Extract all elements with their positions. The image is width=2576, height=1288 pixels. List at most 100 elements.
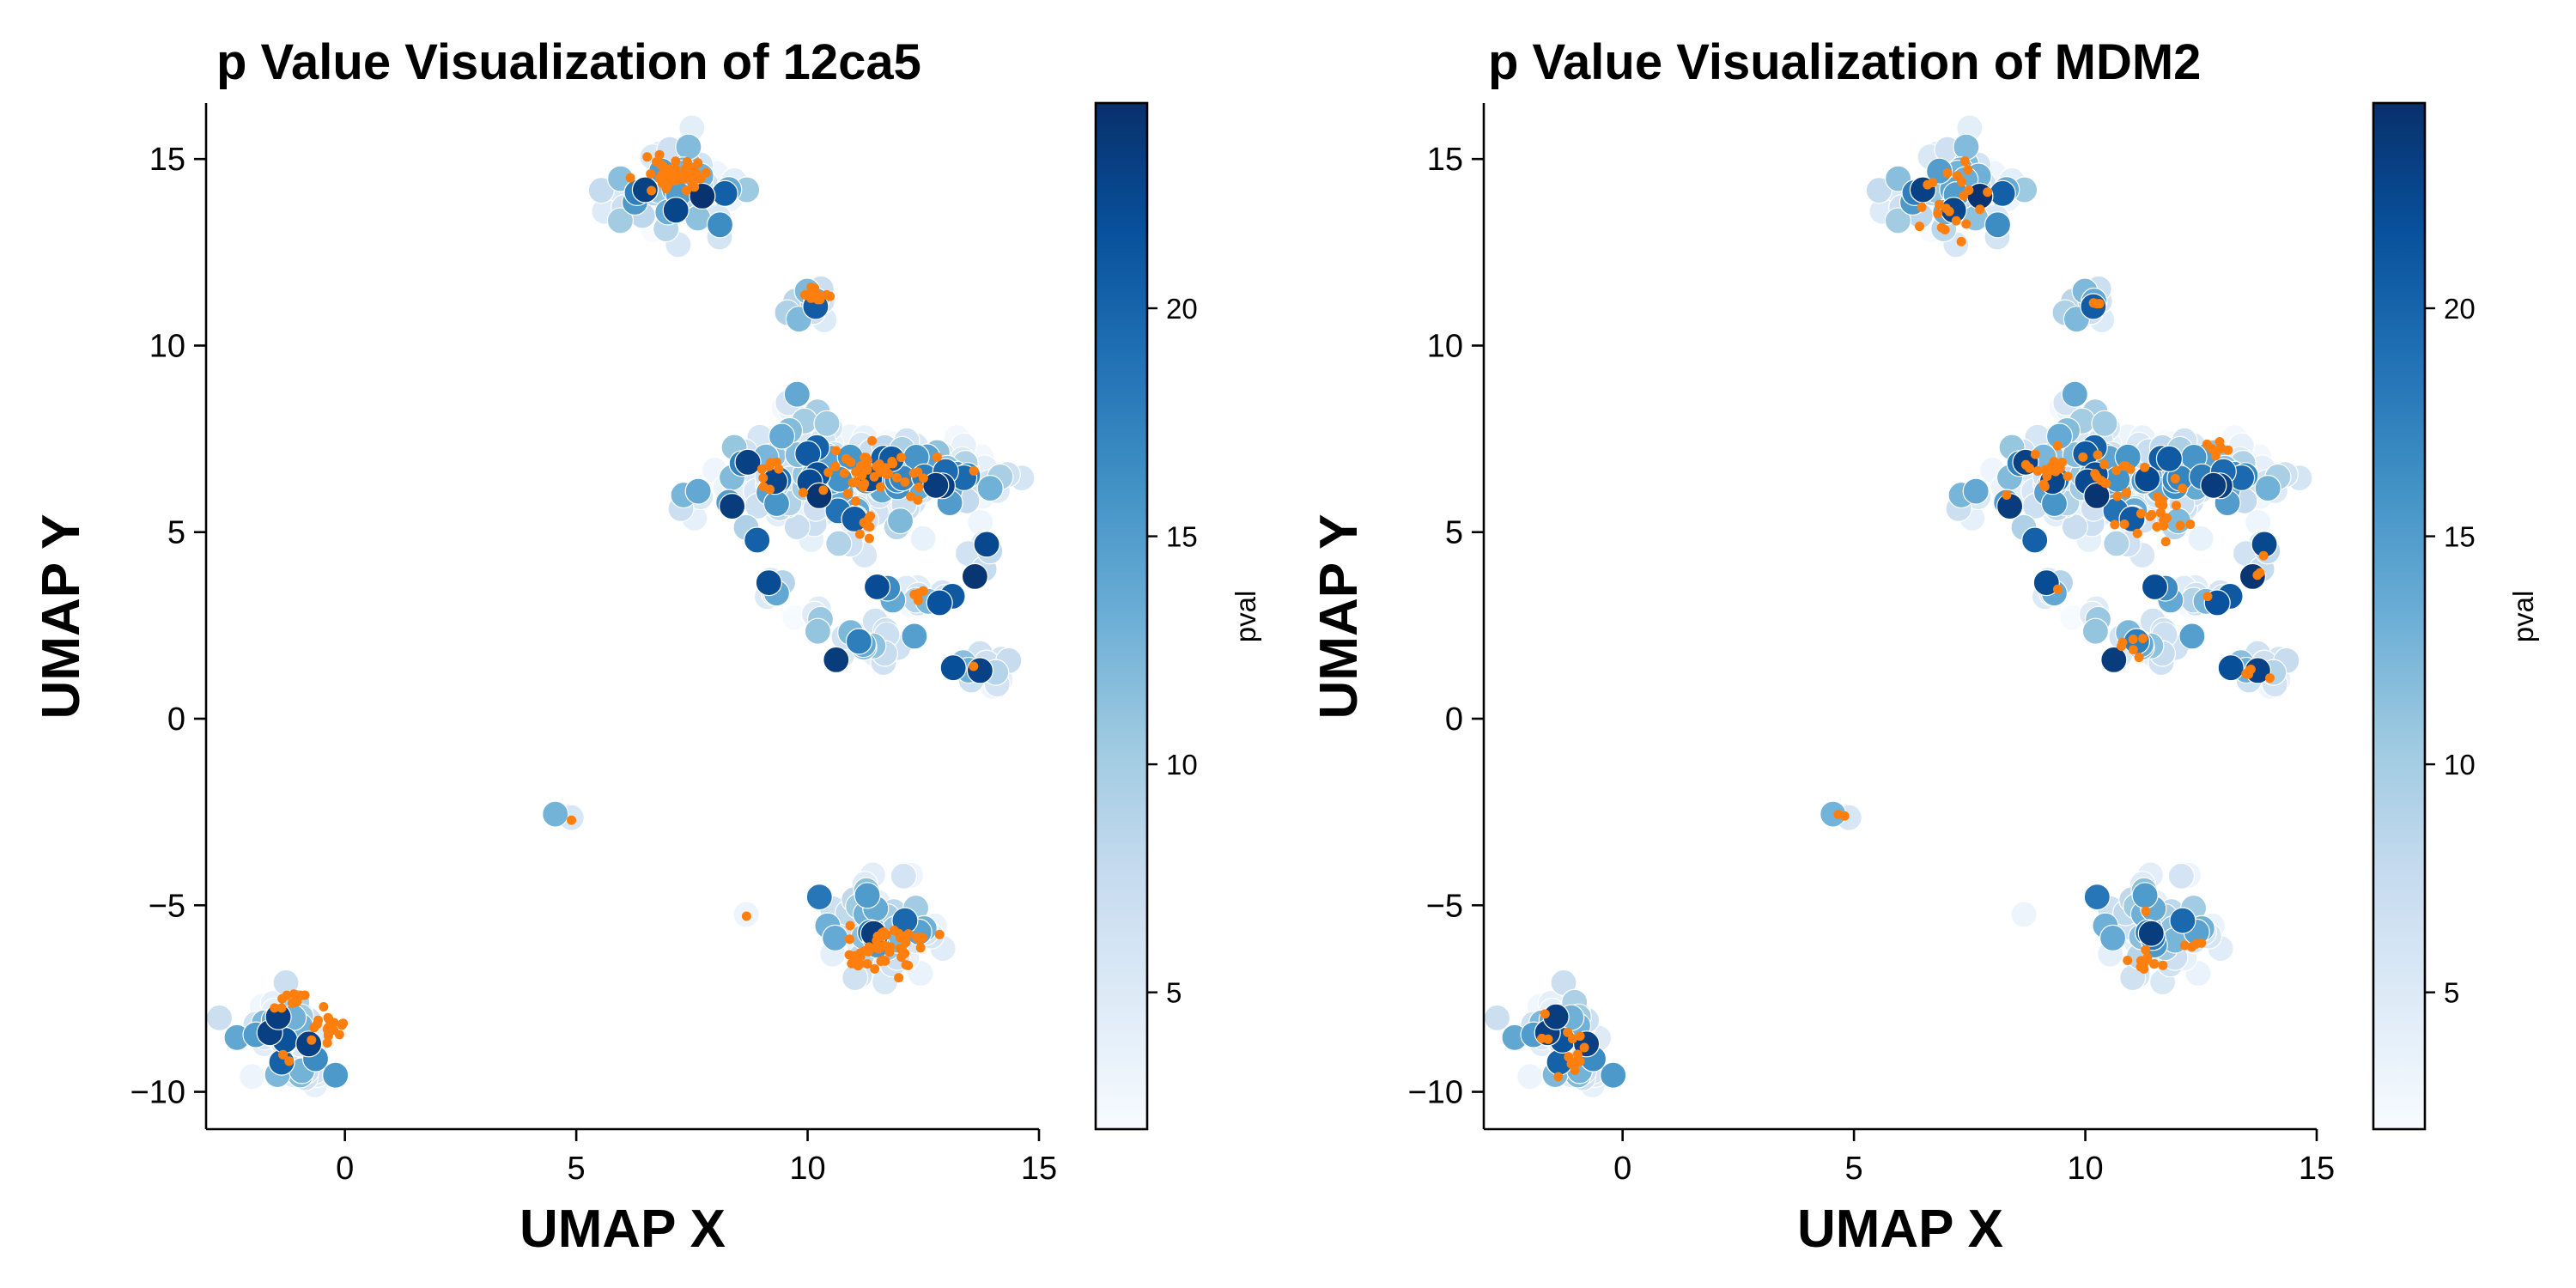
- highlight-point: [818, 485, 829, 495]
- highlight-point: [932, 452, 942, 462]
- highlight-point: [687, 173, 697, 183]
- scatter-point: [706, 211, 734, 239]
- highlight-point: [823, 467, 834, 477]
- highlight-point: [2099, 459, 2110, 470]
- scatter-point: [2187, 525, 2215, 552]
- scatter-point: [2141, 573, 2169, 601]
- highlight-point: [844, 934, 854, 945]
- y-tick-label: −5: [149, 888, 185, 924]
- highlight-point: [872, 461, 882, 471]
- scatter-point: [976, 474, 1004, 502]
- scatter-point: [966, 657, 994, 684]
- highlight-point: [854, 958, 865, 969]
- chart-panel-mdm2: p Value Visualization of MDM2 0 5 10 15 −10…: [1309, 34, 2539, 1259]
- highlight-point: [862, 521, 872, 531]
- x-tick-label: 10: [2067, 1151, 2103, 1187]
- scatter-point: [2217, 654, 2245, 682]
- scatter-point: [2155, 445, 2183, 472]
- highlight-point: [881, 930, 891, 940]
- highlight-point: [290, 995, 301, 1005]
- chart-title: p Value Visualization of MDM2: [1488, 34, 2201, 90]
- highlight-point: [2096, 476, 2106, 486]
- highlight-point: [2038, 479, 2049, 489]
- x-tick-label: 0: [336, 1151, 354, 1187]
- scatter-point: [631, 176, 659, 204]
- x-tick-label: 5: [568, 1151, 586, 1187]
- highlight-point: [906, 491, 916, 501]
- scatter-points: [1484, 114, 2313, 1099]
- highlight-point: [276, 1003, 287, 1013]
- highlight-point: [2141, 945, 2151, 955]
- highlight-point: [1944, 206, 1954, 216]
- highlight-point: [652, 157, 661, 167]
- highlight-point: [822, 289, 832, 300]
- highlight-point: [1942, 168, 1953, 179]
- scatter-point: [1484, 1004, 1511, 1031]
- scatter-point: [2081, 617, 2109, 645]
- highlight-point: [1951, 216, 1961, 226]
- highlight-point: [2179, 940, 2190, 951]
- highlight-point: [969, 661, 979, 671]
- scatter-point: [2169, 907, 2196, 934]
- highlight-point: [278, 1049, 289, 1060]
- highlight-point: [2093, 450, 2103, 460]
- highlight-point: [798, 488, 808, 498]
- highlight-point: [866, 511, 876, 521]
- highlight-point: [693, 158, 703, 168]
- highlight-point: [758, 482, 769, 492]
- highlight-point: [896, 453, 906, 463]
- highlight-point: [1915, 222, 1924, 232]
- highlight-point: [801, 289, 811, 300]
- highlight-point: [313, 1015, 323, 1025]
- highlight-point: [845, 920, 855, 931]
- colorbar-gradient: [1094, 101, 1149, 1131]
- y-tick-label: 0: [167, 702, 185, 738]
- y-ticks: −10 −5 0 5 10 15: [1408, 142, 1484, 1111]
- chart-title: p Value Visualization of 12ca5: [216, 34, 921, 90]
- scatter-point: [783, 380, 811, 408]
- highlight-point: [1575, 1031, 1585, 1042]
- highlight-point: [869, 471, 879, 482]
- x-axis-label: UMAP X: [519, 1200, 726, 1259]
- scatter-point: [675, 133, 702, 161]
- highlight-point: [300, 990, 310, 1000]
- highlight-point: [270, 1003, 280, 1013]
- highlight-point: [741, 911, 751, 921]
- colorbar-tick-label: 10: [2444, 749, 2476, 781]
- highlight-point: [1570, 1066, 1580, 1075]
- highlight-point: [2255, 568, 2265, 578]
- y-tick-label: 5: [1445, 515, 1463, 551]
- scatter-point: [845, 628, 873, 655]
- scatter-point: [939, 654, 967, 682]
- highlight-point: [862, 959, 872, 969]
- highlight-point: [884, 947, 895, 957]
- highlight-point: [2170, 474, 2180, 483]
- scatter-point: [825, 530, 853, 557]
- colorbar-tick-label: 10: [1166, 749, 1198, 781]
- scatter-point: [744, 526, 771, 554]
- highlight-point: [642, 152, 653, 162]
- highlight-point: [334, 1030, 344, 1040]
- scatter-point: [322, 1061, 349, 1089]
- scatter-point: [2083, 883, 2111, 911]
- highlight-point: [841, 453, 851, 464]
- highlight-point: [2202, 439, 2212, 449]
- colorbar-gradient: [2372, 101, 2427, 1131]
- highlight-point: [2053, 584, 2063, 594]
- x-tick-label: 10: [789, 1151, 825, 1187]
- scatter-point: [1989, 179, 2016, 207]
- x-axis-label: UMAP X: [1797, 1200, 2003, 1259]
- highlight-point: [892, 472, 902, 483]
- y-tick-label: −5: [1426, 888, 1463, 924]
- scatter-point: [2100, 646, 2128, 674]
- scatter-point: [718, 492, 746, 520]
- scatter-point: [1600, 1061, 1627, 1089]
- highlight-point: [2123, 956, 2133, 965]
- scatter-point: [662, 197, 690, 224]
- scatter-point: [1953, 133, 1980, 161]
- highlight-point: [830, 461, 841, 471]
- highlight-point: [850, 951, 860, 961]
- highlight-point: [831, 446, 841, 456]
- y-tick-label: 0: [1445, 702, 1463, 738]
- highlight-point: [851, 477, 861, 487]
